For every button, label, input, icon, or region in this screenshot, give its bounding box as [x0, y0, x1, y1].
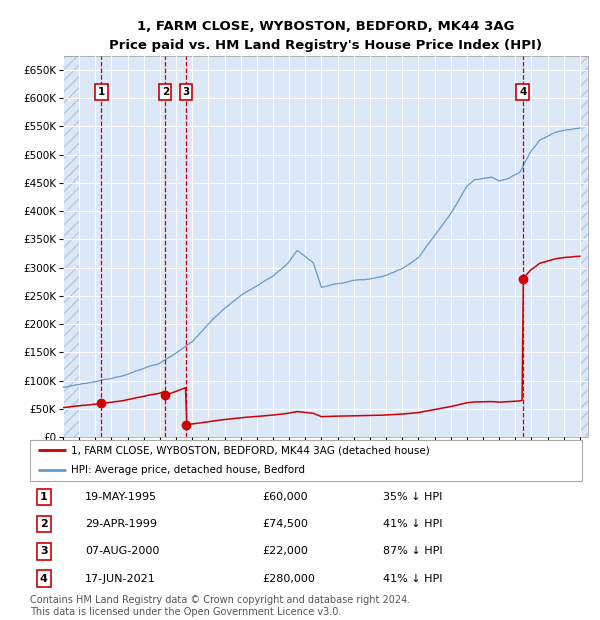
Text: 17-JUN-2021: 17-JUN-2021: [85, 574, 156, 583]
Text: 4: 4: [519, 87, 526, 97]
Text: £22,000: £22,000: [262, 546, 308, 556]
Text: £60,000: £60,000: [262, 492, 307, 502]
Text: 2: 2: [40, 520, 47, 529]
Text: 19-MAY-1995: 19-MAY-1995: [85, 492, 157, 502]
Title: 1, FARM CLOSE, WYBOSTON, BEDFORD, MK44 3AG
Price paid vs. HM Land Registry's Hou: 1, FARM CLOSE, WYBOSTON, BEDFORD, MK44 3…: [109, 20, 542, 52]
Polygon shape: [580, 56, 588, 437]
Text: 3: 3: [182, 87, 190, 97]
Text: HPI: Average price, detached house, Bedford: HPI: Average price, detached house, Bedf…: [71, 466, 305, 476]
Text: 87% ↓ HPI: 87% ↓ HPI: [383, 546, 443, 556]
Text: 1, FARM CLOSE, WYBOSTON, BEDFORD, MK44 3AG (detached house): 1, FARM CLOSE, WYBOSTON, BEDFORD, MK44 3…: [71, 445, 430, 455]
Text: £280,000: £280,000: [262, 574, 315, 583]
Text: £74,500: £74,500: [262, 520, 308, 529]
Text: 41% ↓ HPI: 41% ↓ HPI: [383, 574, 443, 583]
Text: 41% ↓ HPI: 41% ↓ HPI: [383, 520, 443, 529]
Text: 3: 3: [40, 546, 47, 556]
Text: 2: 2: [161, 87, 169, 97]
Text: 1: 1: [98, 87, 105, 97]
Text: 1: 1: [40, 492, 47, 502]
Text: 07-AUG-2000: 07-AUG-2000: [85, 546, 160, 556]
Text: 4: 4: [40, 574, 48, 583]
Text: 29-APR-1999: 29-APR-1999: [85, 520, 157, 529]
Text: 35% ↓ HPI: 35% ↓ HPI: [383, 492, 443, 502]
Polygon shape: [63, 56, 79, 437]
Text: Contains HM Land Registry data © Crown copyright and database right 2024.
This d: Contains HM Land Registry data © Crown c…: [30, 595, 410, 617]
